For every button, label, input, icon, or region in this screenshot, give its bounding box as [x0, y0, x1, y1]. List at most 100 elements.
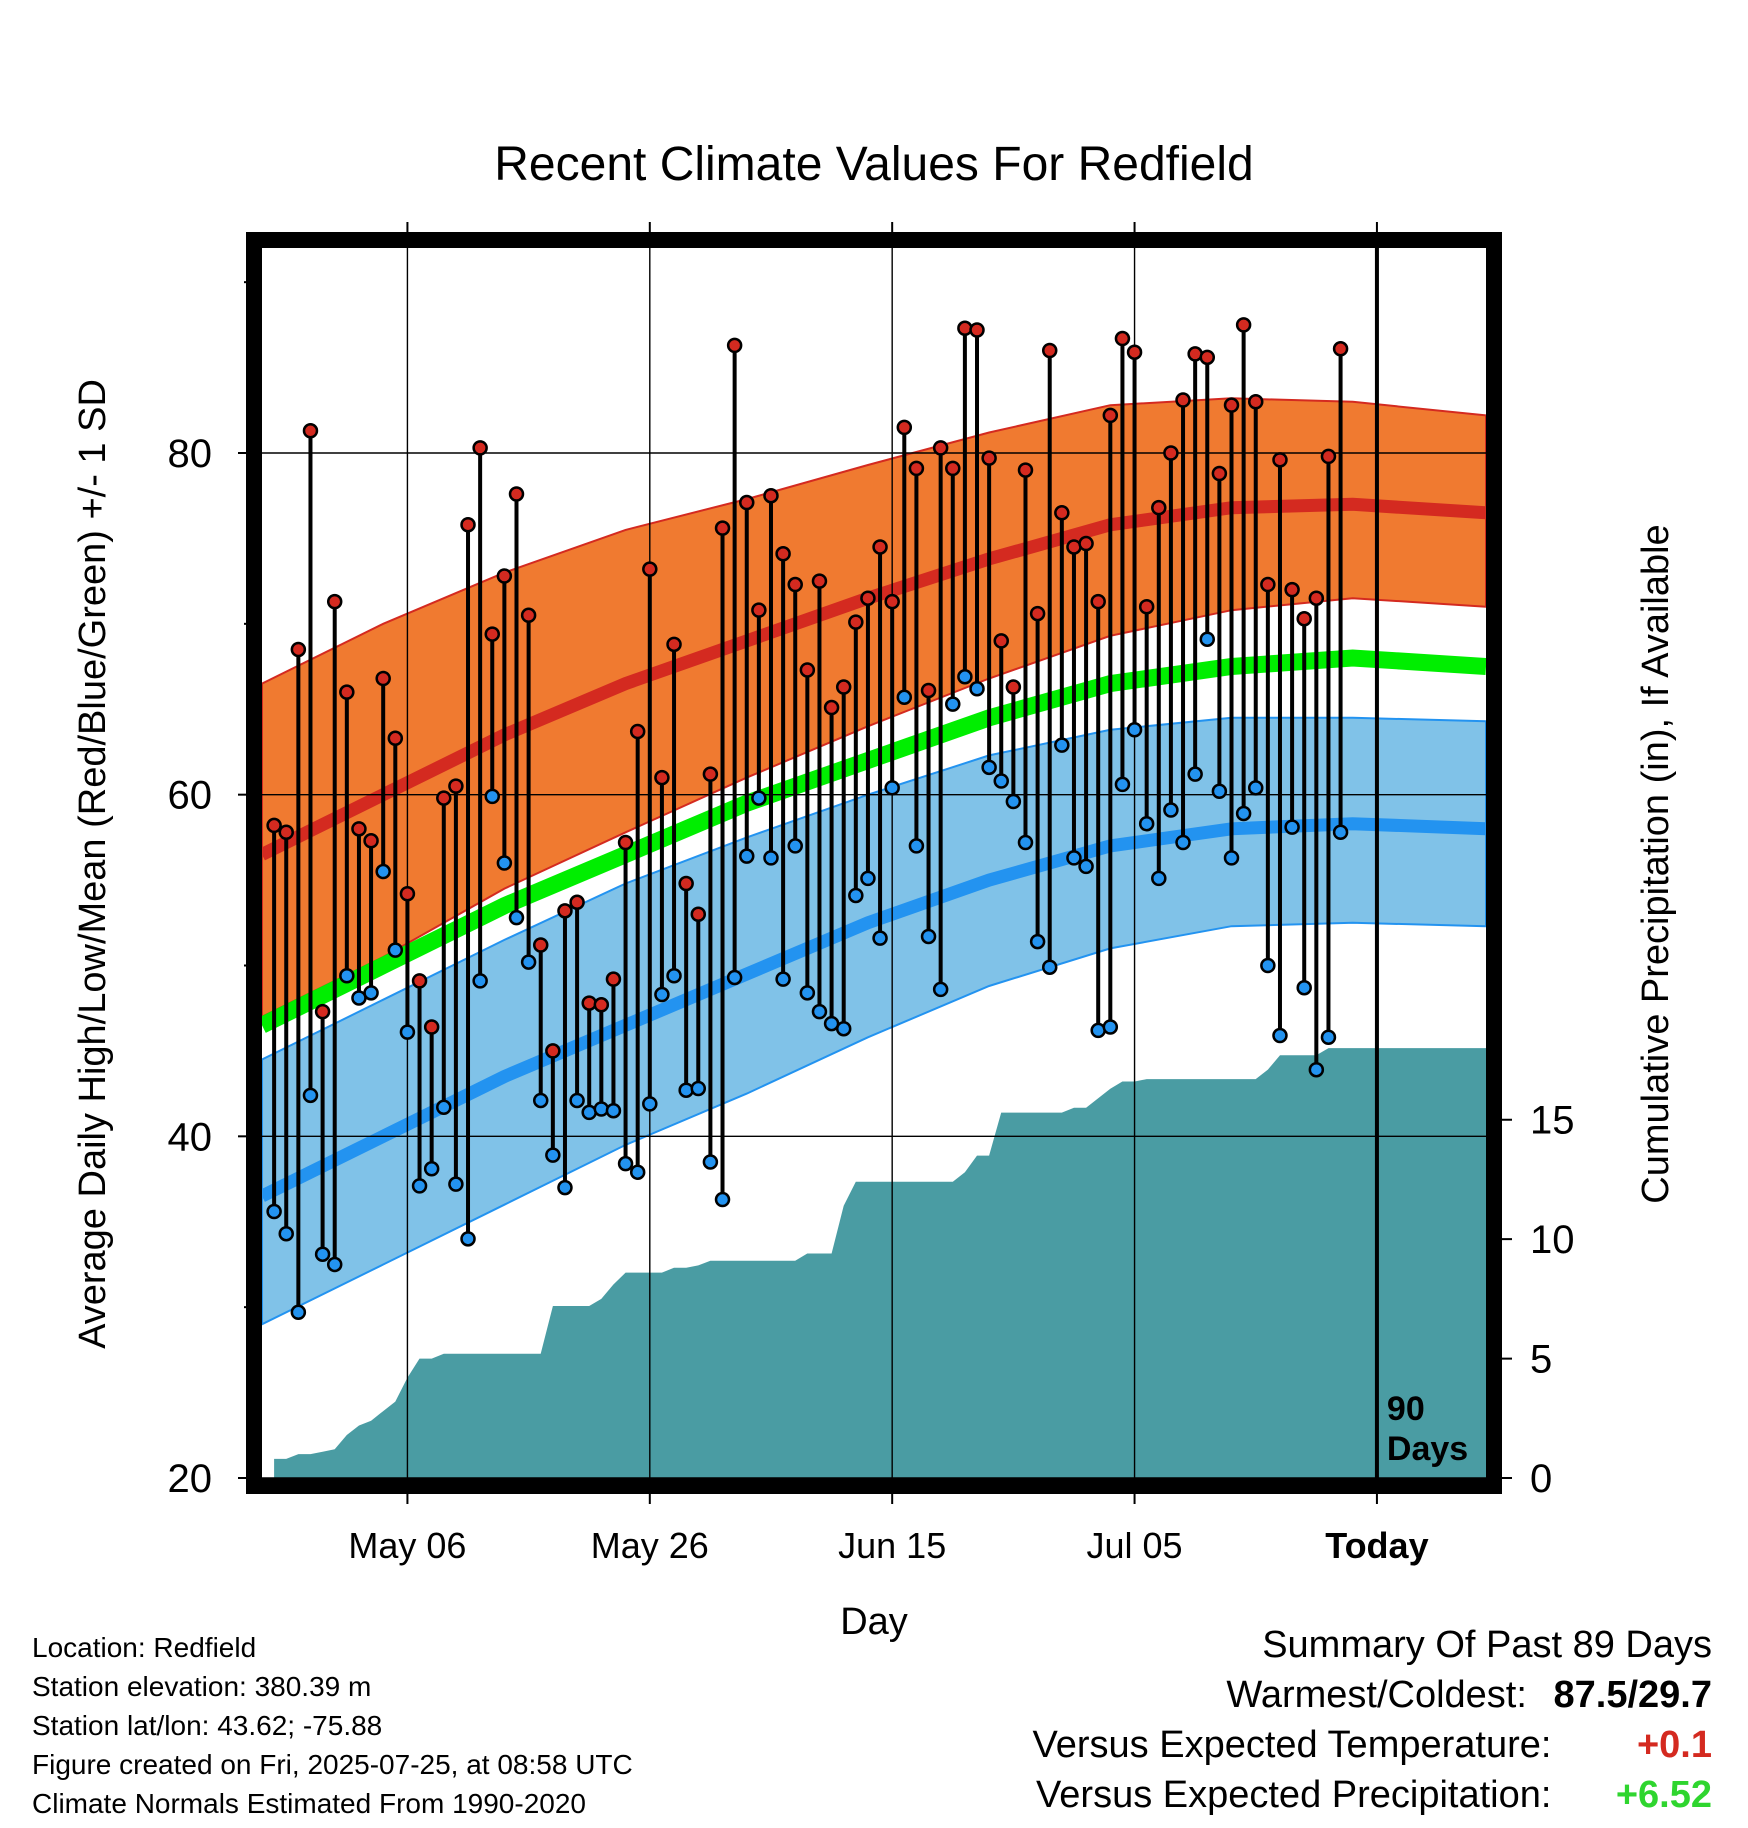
x-tick-label: May 26: [591, 1525, 709, 1566]
daily-high-point: [532, 937, 549, 953]
daily-high-point: [957, 320, 973, 337]
daily-high-point: [484, 626, 501, 642]
daily-high-point: [1114, 330, 1131, 347]
daily-low-point: [1029, 933, 1046, 950]
daily-low-point: [811, 1003, 828, 1020]
y-tick-label: 20: [168, 1457, 213, 1501]
y2-tick-label: 15: [1530, 1099, 1575, 1143]
daily-high-point: [932, 440, 949, 456]
daily-low-point: [314, 1246, 331, 1262]
daily-low-point: [363, 985, 379, 1001]
daily-low-point: [1066, 850, 1082, 866]
daily-high-point: [472, 440, 488, 456]
daily-high-point: [799, 662, 816, 678]
daily-low-point: [1151, 870, 1167, 887]
daily-high-point: [739, 494, 755, 511]
daily-low-point: [593, 1101, 610, 1117]
daily-high-point: [278, 824, 294, 840]
daily-high-point: [896, 419, 913, 436]
created-text: Figure created on Fri, 2025-07-25, at 08…: [32, 1749, 633, 1780]
daily-high-point: [1126, 344, 1143, 360]
daily-low-point: [423, 1161, 440, 1177]
daily-high-point: [460, 517, 476, 533]
today-label-count: 90: [1387, 1390, 1425, 1428]
daily-high-point: [1247, 394, 1264, 410]
daily-high-point: [1272, 452, 1288, 468]
daily-low-point: [1138, 815, 1155, 832]
daily-low-point: [835, 1020, 852, 1037]
daily-low-point: [472, 973, 488, 989]
daily-high-point: [835, 679, 852, 695]
daily-high-point: [969, 322, 985, 338]
daily-high-point: [690, 906, 707, 922]
daily-low-point: [945, 696, 961, 712]
today-label-unit: Days: [1387, 1430, 1468, 1468]
plot-frame: [246, 232, 1502, 1494]
daily-low-point: [678, 1082, 694, 1098]
daily-high-point: [1235, 317, 1252, 333]
daily-high-point: [1358, 0, 1371, 7]
daily-low-point: [702, 1154, 719, 1170]
daily-low-point: [1284, 819, 1300, 835]
daily-low-point: [1332, 824, 1349, 840]
daily-high-point: [642, 561, 658, 577]
daily-high-point: [593, 997, 610, 1013]
elevation-text: Station elevation: 380.39 m: [32, 1671, 372, 1702]
y2-tick-label: 10: [1530, 1218, 1575, 1262]
daily-high-point: [981, 450, 997, 466]
daily-low-point: [1163, 802, 1179, 818]
daily-high-point: [1223, 397, 1240, 413]
daily-low-point: [375, 863, 391, 880]
daily-low-point: [436, 1099, 452, 1116]
daily-low-point: [775, 971, 791, 987]
daily-low-point: [714, 1191, 731, 1208]
daily-high-point: [1078, 535, 1094, 552]
daily-high-point: [387, 730, 404, 747]
daily-low-point: [884, 780, 900, 796]
daily-low-point: [569, 1092, 585, 1109]
daily-high-point: [1054, 505, 1070, 521]
daily-low-point: [957, 669, 973, 685]
x-tick-label: Jun 15: [838, 1525, 946, 1566]
warm-cold-separator: /: [1627, 1674, 1639, 1716]
daily-high-point: [363, 833, 379, 849]
daily-low-point: [860, 870, 876, 887]
daily-high-point: [1199, 349, 1216, 366]
daily-high-point: [581, 995, 597, 1011]
daily-high-point: [399, 886, 416, 902]
daily-high-point: [423, 1019, 440, 1035]
daily-low-point: [799, 985, 816, 1001]
daily-high-point: [302, 423, 319, 439]
daily-low-point: [339, 968, 355, 984]
temp-departure-label: Versus Expected Temperature:: [1032, 1724, 1552, 1766]
daily-low-point: [872, 930, 888, 946]
warm-cold-row: Warmest/Coldest: 87.5/29.7: [1033, 1670, 1712, 1720]
daily-high-point: [605, 971, 622, 987]
daily-high-point: [314, 1003, 331, 1020]
daily-low-point: [1346, 0, 1359, 7]
daily-low-point: [993, 773, 1009, 789]
daily-high-point: [1260, 576, 1276, 593]
daily-high-point: [1320, 448, 1337, 465]
daily-high-point: [811, 573, 828, 589]
daily-low-point: [739, 848, 755, 864]
daily-high-point: [1163, 445, 1179, 461]
daily-high-point: [520, 607, 537, 624]
daily-low-point: [763, 850, 779, 866]
daily-low-point: [1260, 957, 1276, 974]
daily-low-point: [460, 1231, 476, 1247]
daily-low-point: [726, 969, 743, 986]
y2-tick-label: 0: [1530, 1457, 1552, 1501]
daily-high-point: [290, 641, 307, 658]
daily-high-point: [872, 539, 888, 555]
daily-high-point: [714, 520, 731, 536]
daily-low-point: [1211, 783, 1228, 799]
daily-low-point: [1017, 834, 1034, 851]
daily-low-point: [787, 838, 803, 854]
daily-high-point: [1308, 590, 1325, 606]
daily-high-point: [1138, 599, 1155, 615]
daily-low-point: [520, 954, 537, 970]
daily-low-point: [1272, 1027, 1288, 1044]
y-axis-label: Average Daily High/Low/Mean (Red/Blue/Gr…: [72, 379, 114, 1349]
